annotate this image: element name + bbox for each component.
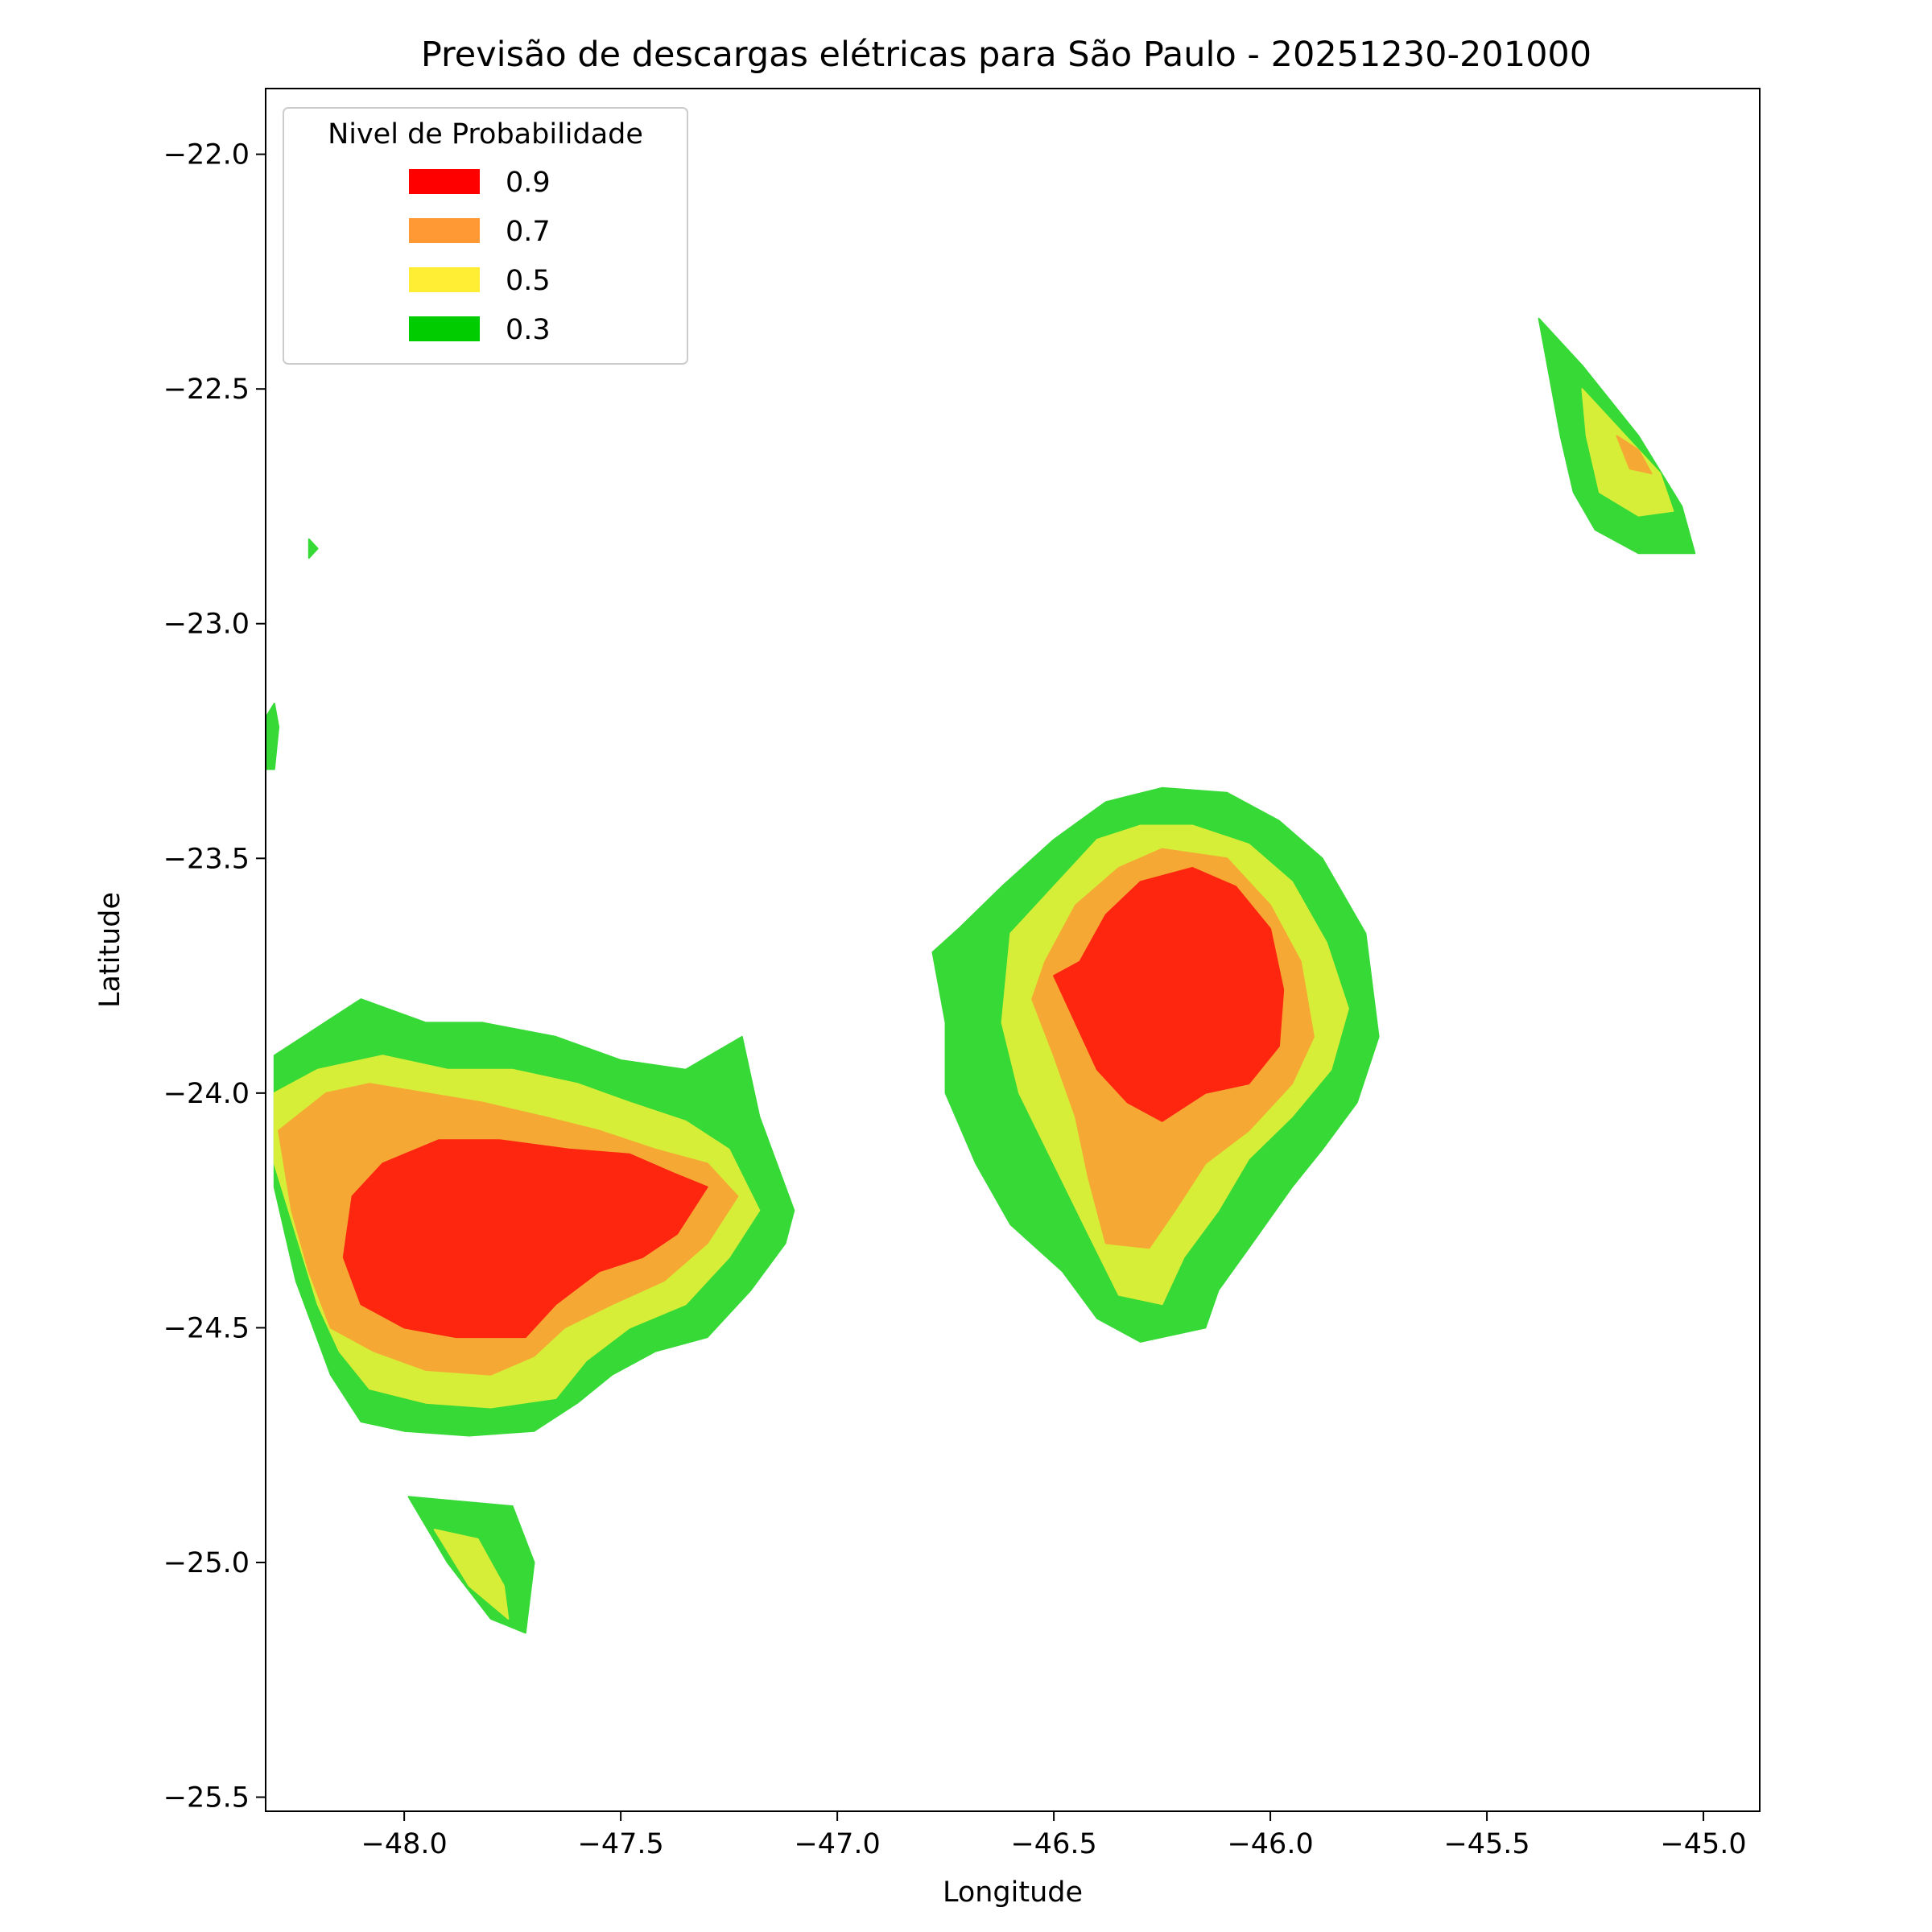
contour-northeast-cell-level-0.7 xyxy=(1616,435,1653,475)
x-tick-label: −45.0 xyxy=(1660,1828,1746,1860)
legend-frame xyxy=(283,107,688,365)
contour-central-cell-level-0.9 xyxy=(1053,867,1285,1122)
contour-region-south-cell xyxy=(407,1496,535,1634)
contour-west-edge-fragments-level-0.3 xyxy=(266,702,280,770)
y-tick-label: −22.0 xyxy=(163,139,250,171)
contour-region-west-edge-fragments xyxy=(266,538,319,770)
legend-label: 0.5 xyxy=(506,265,551,297)
legend-swatch xyxy=(409,316,480,341)
contour-south-cell-level-0.5 xyxy=(433,1529,510,1620)
legend-title: Nivel de Probabilidade xyxy=(328,118,643,151)
y-axis: −22.0 −22.5 −23.0 −23.5 −24.0 −24.5 −25.0 −25.5 xyxy=(163,139,266,1814)
legend-label: 0.9 xyxy=(506,167,551,199)
x-tick-label: −47.0 xyxy=(794,1828,880,1860)
y-tick-label: −22.5 xyxy=(163,374,250,406)
chart-title: Previsão de descargas elétricas para São… xyxy=(421,35,1591,75)
y-tick-label: −23.5 xyxy=(163,843,250,875)
plot-frame xyxy=(265,88,1761,1812)
contour-region-central-cell xyxy=(931,786,1380,1343)
contour-region-northeast-cell xyxy=(1538,317,1696,555)
contour-fills xyxy=(266,317,1696,1634)
x-tick-label: −46.5 xyxy=(1010,1828,1096,1860)
y-tick-label: −24.5 xyxy=(163,1312,250,1344)
x-tick-label: −45.5 xyxy=(1443,1828,1530,1860)
y-tick-label: −25.5 xyxy=(163,1782,250,1814)
contour-west-cell-level-0.9 xyxy=(342,1139,708,1339)
legend: Nivel de Probabilidade 0.9 0.7 0.5 0.3 xyxy=(283,107,688,365)
x-axis: −48.0 −47.5 −47.0 −46.5 −46.0 −45.5 −45.0 xyxy=(361,1811,1747,1860)
legend-label: 0.7 xyxy=(506,216,551,248)
contour-west-edge-fragments-level-0.3 xyxy=(308,538,319,559)
legend-label: 0.3 xyxy=(506,314,551,346)
x-tick-label: −46.0 xyxy=(1227,1828,1313,1860)
legend-swatch xyxy=(409,218,480,243)
legend-swatch xyxy=(409,169,480,194)
legend-swatch xyxy=(409,267,480,292)
y-tick-label: −24.0 xyxy=(163,1078,250,1110)
x-axis-label: Longitude xyxy=(943,1876,1083,1909)
x-tick-label: −48.0 xyxy=(361,1828,448,1860)
y-axis-label: Latitude xyxy=(94,892,126,1008)
y-tick-label: −25.0 xyxy=(163,1547,250,1579)
x-tick-label: −47.5 xyxy=(578,1828,664,1860)
contour-region-west-cell xyxy=(273,998,795,1437)
y-tick-label: −23.0 xyxy=(163,609,250,641)
